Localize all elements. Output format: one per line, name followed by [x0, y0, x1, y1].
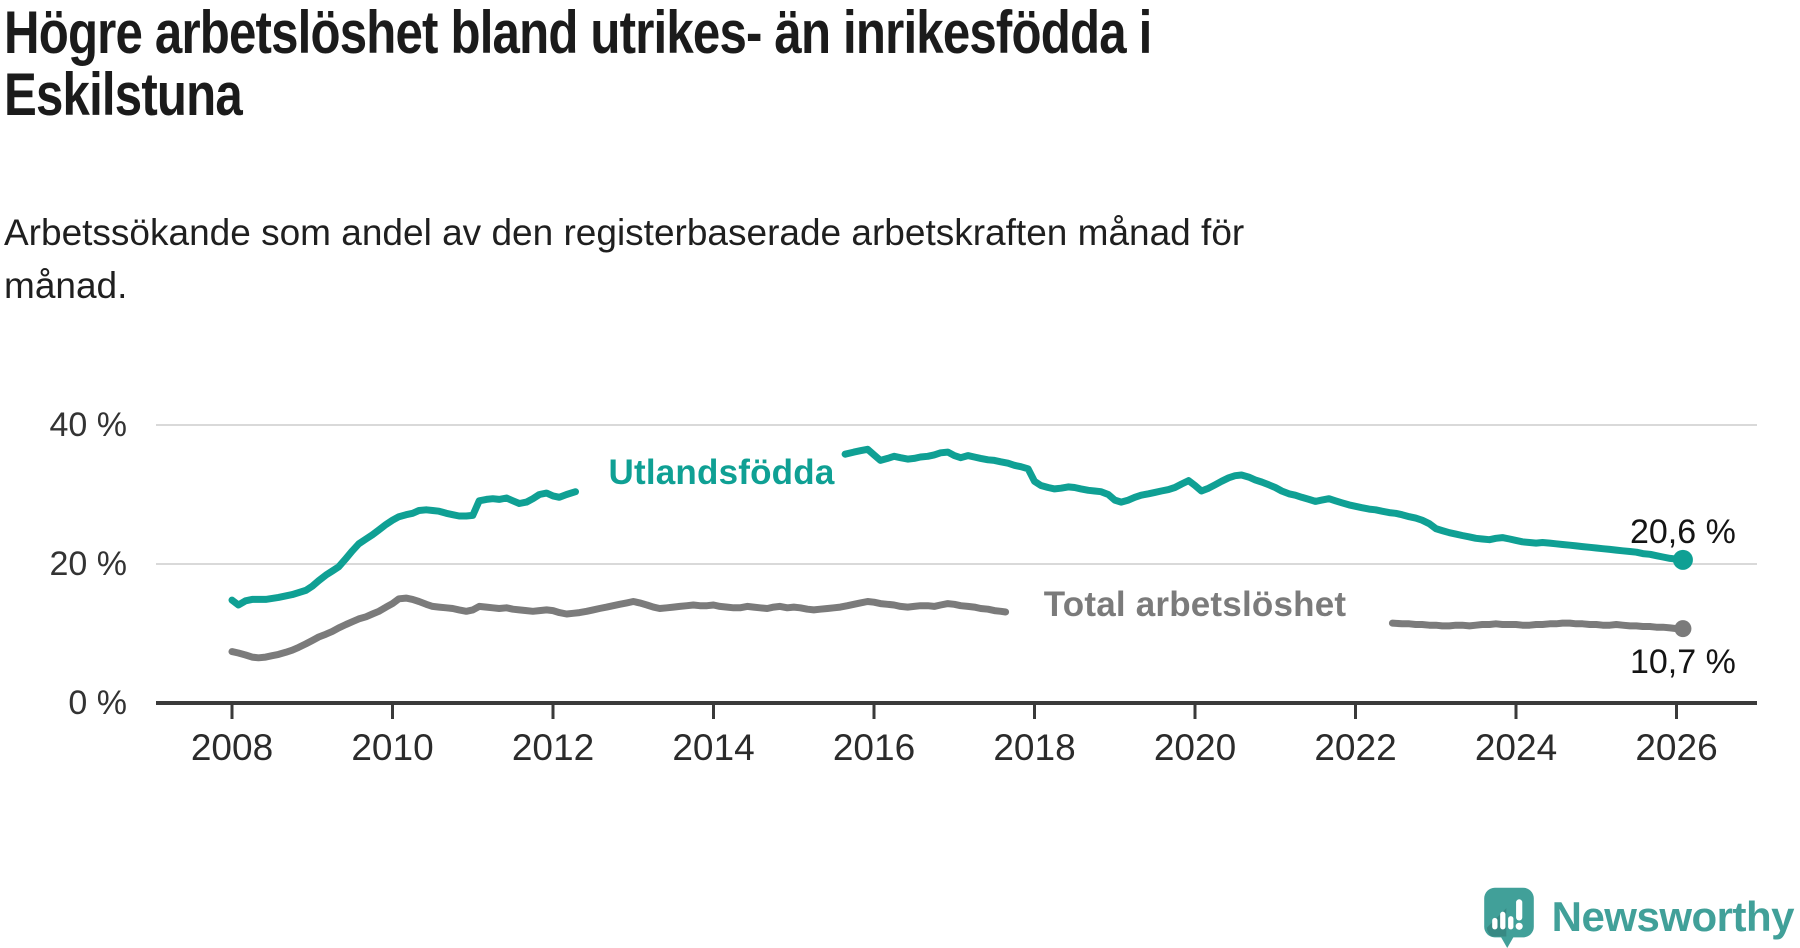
- series-line-total-arbetsloshet: [228, 594, 1010, 662]
- x-tick-label: 2016: [832, 727, 916, 768]
- series-end-dot-total-arbetsloshet: [1674, 620, 1692, 638]
- chart-subtitle: Arbetssökande som andel av den registerb…: [4, 212, 1245, 306]
- series-line-utlandsfodda: [228, 488, 579, 609]
- series-line-total-arbetsloshet: [1388, 619, 1687, 633]
- newsworthy-icon: [1483, 887, 1534, 948]
- x-tick-label: 2026: [1635, 727, 1718, 768]
- series-line-utlandsfodda: [841, 445, 1687, 564]
- x-tick-label: 2008: [190, 727, 274, 768]
- series-label-total-arbetsloshet: Total arbetslöshet: [1043, 585, 1347, 624]
- newsworthy-wordmark: Newsworthy: [1551, 893, 1795, 940]
- x-tick-label: 2020: [1153, 727, 1237, 768]
- newsworthy-logo: Newsworthy: [1482, 886, 1795, 948]
- x-tick-label: 2012: [511, 727, 595, 768]
- y-tick-label: 40 %: [49, 406, 128, 444]
- chart-title: Högre arbetslöshet bland utrikes- än inr…: [4, 0, 1152, 129]
- x-tick-label: 2014: [672, 727, 755, 768]
- x-tick-label: 2018: [993, 727, 1076, 768]
- x-tick-label: 2022: [1314, 727, 1397, 768]
- x-tick-label: 2024: [1474, 727, 1558, 768]
- end-value-label-utlandsfodda: 20,6 %: [1629, 512, 1736, 551]
- y-tick-label: 20 %: [49, 545, 128, 583]
- y-tick-label: 0 %: [68, 684, 127, 722]
- x-tick-label: 2010: [351, 727, 434, 768]
- series-label-utlandsfodda: Utlandsfödda: [608, 452, 835, 492]
- series-end-dot-utlandsfodda: [1672, 549, 1693, 570]
- end-value-label-total-arbetsloshet: 10,7 %: [1629, 642, 1736, 681]
